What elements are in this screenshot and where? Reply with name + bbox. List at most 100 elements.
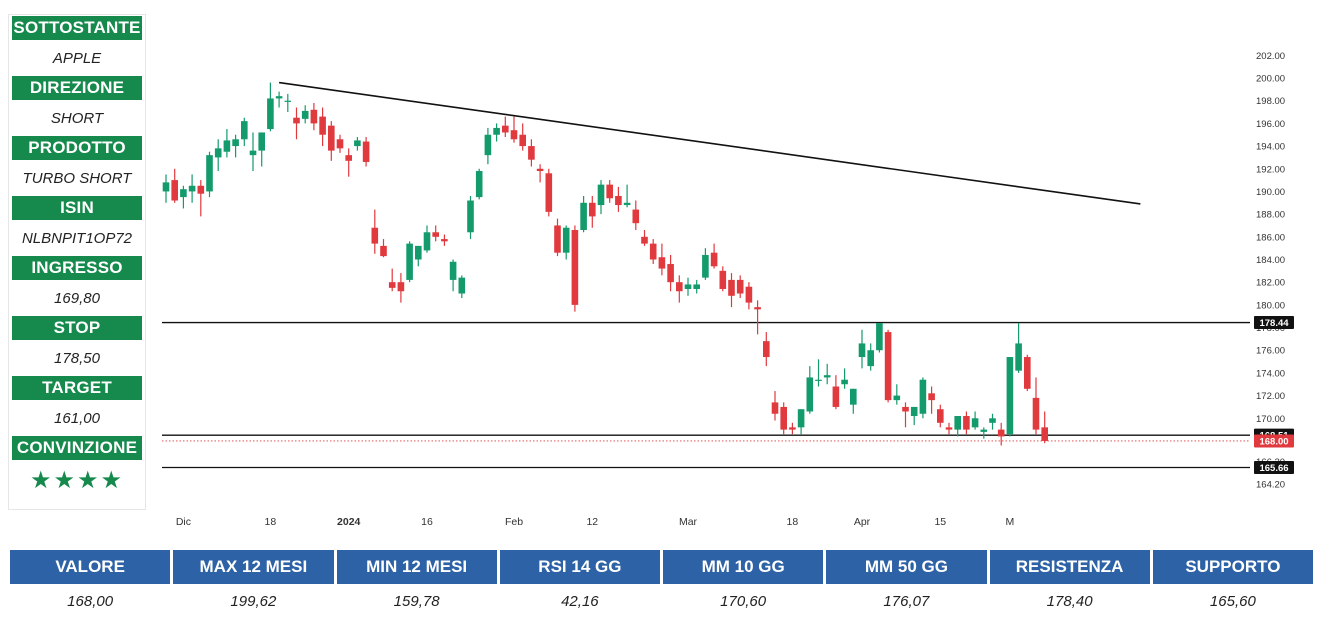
stats-value-7: 165,60: [1153, 584, 1316, 618]
panel-value-prodotto: TURBO SHORT: [22, 169, 132, 187]
stats-header-3: RSI 14 GG: [499, 550, 663, 584]
candle-body-down: [658, 257, 666, 269]
panel-label-convinzione: CONVINZIONE: [10, 434, 144, 462]
candle-body-down: [293, 117, 300, 124]
y-tick-label: 164.20: [1256, 480, 1285, 491]
stats-value-4: 170,60: [663, 584, 827, 618]
stats-header-row: VALORE MAX 12 MESI MIN 12 MESI RSI 14 GG MM …: [10, 550, 1316, 584]
candle-body-down: [362, 141, 370, 162]
candle-body-up: [980, 429, 988, 432]
y-tick-label: 198.00: [1256, 96, 1285, 107]
candle-body-down: [789, 427, 796, 430]
x-tick-label: Mar: [679, 516, 698, 528]
candle-body-up: [301, 110, 309, 119]
candle-body-up: [449, 261, 457, 280]
candle-body-down: [336, 139, 344, 149]
candle-body-up: [989, 418, 996, 423]
candle-body-up: [162, 182, 170, 192]
candle-body-down: [528, 146, 535, 160]
panel-label-stop: STOP: [10, 314, 144, 342]
candle-body-down: [884, 332, 892, 401]
y-tick-label: 182.00: [1256, 278, 1285, 289]
candle-body-down: [667, 264, 674, 283]
candle-body-down: [719, 270, 727, 289]
y-tick-label: 176.00: [1256, 346, 1285, 357]
candle-body-down: [388, 282, 396, 288]
panel-value-direzione: SHORT: [50, 109, 104, 127]
resistance-trendline: [278, 81, 1141, 205]
stats-value-3: 42,16: [500, 584, 663, 618]
candle-body-down: [745, 286, 753, 303]
level-price-tag: [1254, 461, 1294, 475]
candle-body-down: [615, 195, 622, 206]
candle-body-up: [188, 185, 196, 192]
stats-value-1: 199,62: [173, 584, 337, 618]
candle-body-down: [171, 180, 178, 201]
candle-body-up: [406, 243, 413, 280]
candle-body-down: [519, 134, 526, 147]
stats-value-6: 178,40: [990, 584, 1153, 618]
candle-body-up: [223, 140, 231, 152]
panel-value-sottostante: APPLE: [52, 49, 102, 67]
stats-value-row: 168,00 199,62 159,78 42,16 170,60 176,07 178,4…: [10, 584, 1316, 618]
candle-body-up: [493, 127, 500, 135]
candle-body-down: [771, 402, 779, 414]
candle-body-up: [850, 388, 857, 405]
stats-header-1: MAX 12 MESI: [173, 550, 337, 584]
candle-body-up: [415, 245, 422, 260]
candle-body-down: [902, 406, 909, 412]
candle-body-down: [945, 427, 953, 430]
candle-body-down: [441, 239, 448, 242]
candle-body-up: [241, 121, 248, 140]
candle-body-down: [371, 227, 379, 244]
y-tick-label: 194.00: [1256, 142, 1285, 153]
candle-body-up: [910, 406, 918, 417]
candle-body-down: [736, 279, 744, 294]
candle-body-down: [589, 202, 596, 217]
stats-value-0: 168,00: [10, 584, 174, 618]
candle-body-down: [676, 282, 683, 292]
candle-body-up: [232, 139, 239, 147]
y-tick-label: 188.00: [1256, 210, 1285, 221]
candle-body-up: [354, 140, 361, 147]
x-tick-label: 18: [787, 516, 799, 528]
candle-body-up: [249, 150, 257, 156]
candle-body-up: [267, 98, 274, 130]
x-tick-label: M: [1006, 516, 1015, 528]
stats-header-2: MIN 12 MESI: [336, 550, 500, 584]
level-price-tag: [1254, 316, 1294, 330]
candle-body-up: [893, 395, 901, 401]
stats-header-7: SUPPORTO: [1152, 550, 1316, 584]
panel-label-target: TARGET: [10, 374, 144, 402]
candle-body-up: [484, 134, 492, 156]
candle-body-down: [641, 236, 648, 244]
candle-body-down: [832, 386, 840, 407]
candle-body-up: [275, 96, 283, 99]
candle-body-down: [310, 109, 318, 124]
y-tick-label: 200.00: [1256, 74, 1285, 85]
x-tick-label: Dic: [176, 516, 191, 528]
candle-body-down: [328, 125, 335, 151]
candle-body-up: [562, 227, 570, 253]
candle-body-up: [258, 132, 265, 151]
level-price-label: 165.66: [1259, 463, 1288, 474]
candle-body-down: [545, 173, 553, 212]
x-tick-label: 16: [421, 516, 433, 528]
candle-body-down: [649, 243, 657, 260]
candle-body-down: [380, 245, 387, 257]
candle-body-up: [580, 202, 587, 231]
panel-label-prodotto: PRODOTTO: [10, 134, 144, 162]
level-price-label: 168.00: [1259, 436, 1288, 447]
level-price-tag: [1254, 434, 1294, 448]
stats-header-4: MM 10 GG: [663, 550, 827, 584]
y-tick-label: 196.00: [1256, 119, 1285, 130]
candle-body-up: [180, 189, 187, 198]
candle-body-down: [632, 209, 640, 224]
candle-body-down: [997, 429, 1005, 437]
candle-body-down: [928, 393, 935, 401]
x-tick-label: Feb: [505, 516, 523, 528]
candle-body-down: [345, 155, 352, 161]
candle-body-up: [206, 155, 213, 192]
candle-body-up: [815, 379, 822, 381]
candle-body-down: [1032, 397, 1040, 430]
